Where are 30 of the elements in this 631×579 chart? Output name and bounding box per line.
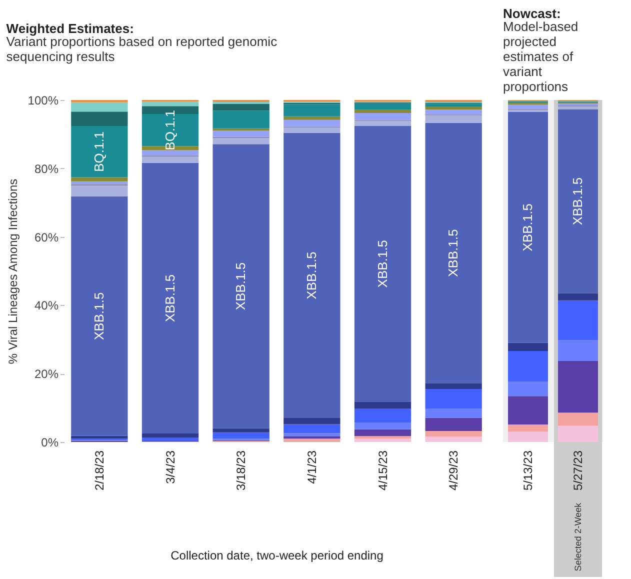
text: BQ.1.1 xyxy=(91,131,106,172)
series-label: XBB.1.5 xyxy=(520,204,535,252)
band-label: Selected 2-Week xyxy=(573,502,583,572)
x-tick-label: 5/27/23 xyxy=(571,450,585,491)
x-tick-label: 5/13/23 xyxy=(521,450,535,491)
text: XBB.1.5 xyxy=(446,229,461,277)
y-tick-label: 40% xyxy=(34,298,59,313)
x-axis-title: Collection date, two-week period ending xyxy=(170,548,384,563)
y-tick-label: 60% xyxy=(34,230,59,244)
text: XBB.1.5 xyxy=(374,240,390,288)
series-label: XBB.1.5 xyxy=(91,292,106,340)
text: XBB.1.5 xyxy=(162,274,178,322)
x-tick-label: 3/4/23 xyxy=(163,450,178,484)
chart-title: Weighted Estimates: xyxy=(6,21,134,36)
y-axis-title: % Viral Lineages Among Infections xyxy=(6,178,20,364)
x-tick-label: 3/18/23 xyxy=(234,450,248,491)
series-label: BQ.1.1 xyxy=(162,110,178,150)
text: XBB.1.5 xyxy=(304,252,319,300)
text: XBB.1.5 xyxy=(233,262,248,310)
text: XBB.1.5 xyxy=(570,177,585,226)
chart-subtitle: Model-based projected estimates of variant proportions xyxy=(503,19,578,94)
x-tick-label: 4/1/23 xyxy=(304,450,319,484)
y-tick-label: 0% xyxy=(41,436,59,450)
y-tick-label: 100% xyxy=(28,94,59,108)
x-tick-label: 2/18/23 xyxy=(92,450,106,491)
x-tick-label: 4/29/23 xyxy=(446,450,461,491)
y-tick-label: 20% xyxy=(34,367,59,382)
chart-title: Nowcast: xyxy=(503,6,561,21)
x-tick-label: 4/15/23 xyxy=(376,450,390,491)
y-tick-label: 80% xyxy=(34,162,59,176)
